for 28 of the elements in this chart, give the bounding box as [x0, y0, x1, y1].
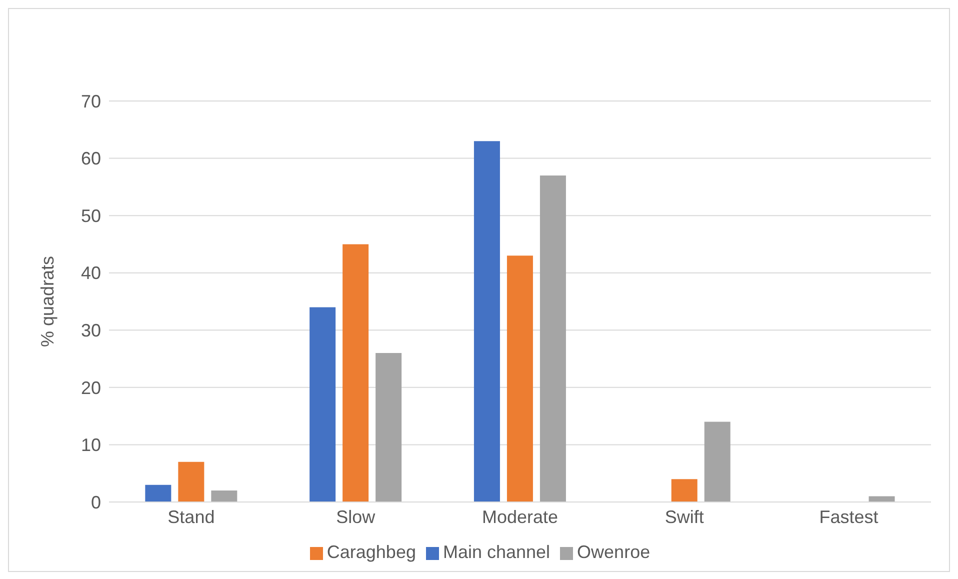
y-axis-title: % quadrats	[37, 256, 58, 348]
y-tick-label: 40	[80, 263, 101, 284]
y-tick-label: 10	[80, 435, 101, 456]
bar	[178, 462, 204, 502]
x-tick-label: Stand	[168, 506, 215, 527]
bar	[704, 422, 730, 502]
x-tick-label: Slow	[336, 506, 376, 527]
bar	[671, 479, 698, 502]
bar	[474, 141, 500, 502]
y-tick-label: 0	[90, 492, 101, 512]
y-tick-label: 50	[80, 206, 101, 226]
y-tick-label: 20	[80, 378, 101, 398]
y-tick-label: 70	[80, 91, 101, 112]
legend-label: Caraghbeg	[326, 542, 416, 562]
legend-label: Owenroe	[577, 542, 650, 562]
bar	[376, 353, 402, 502]
bar	[310, 307, 336, 502]
bar	[145, 484, 172, 502]
bar	[506, 256, 533, 502]
x-tick-label: Moderate	[482, 506, 558, 527]
bar	[540, 175, 566, 502]
x-tick-label: Fastest	[819, 506, 878, 527]
y-tick-label: 30	[80, 320, 101, 341]
bar	[342, 244, 369, 502]
legend-label: Main channel	[442, 542, 550, 562]
y-tick-label: 60	[80, 148, 101, 169]
bar	[211, 490, 238, 502]
x-tick-label: Swift	[664, 506, 704, 527]
